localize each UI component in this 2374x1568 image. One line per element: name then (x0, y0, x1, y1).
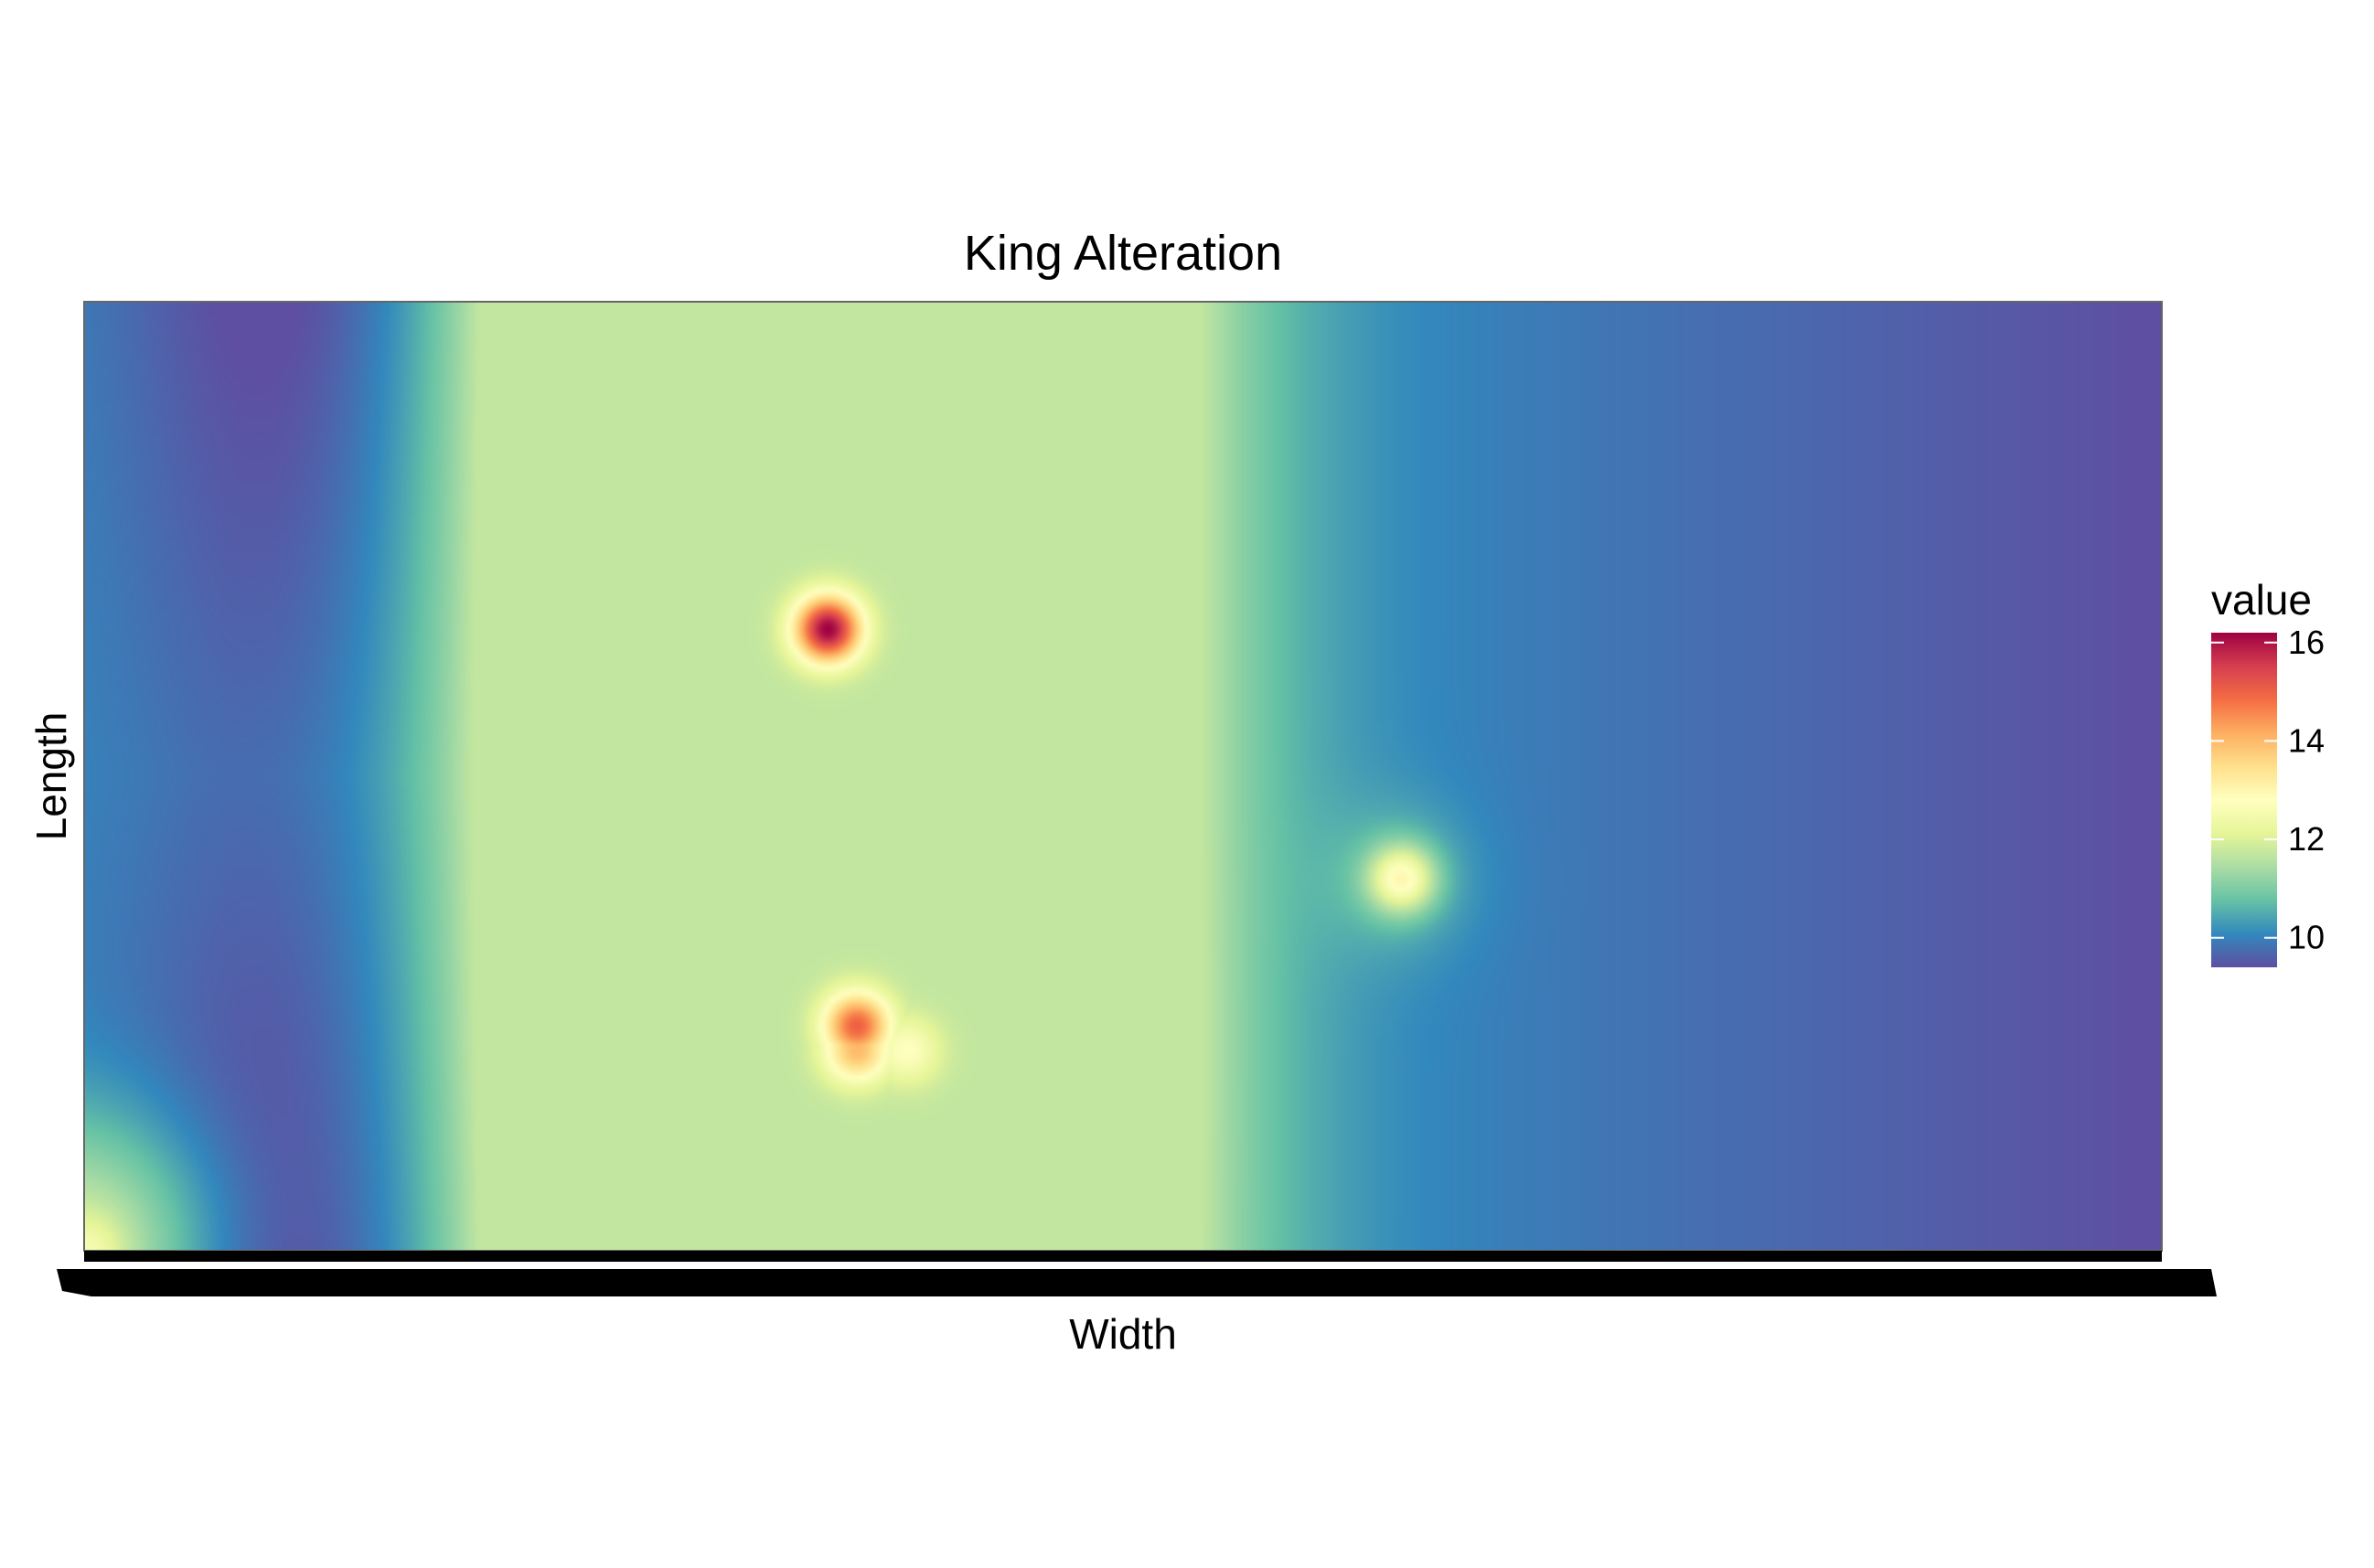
legend-title: value (2211, 576, 2312, 624)
y-axis-label: Length (27, 712, 75, 841)
x-axis-label: Width (1069, 1310, 1177, 1358)
legend-tick-label: 10 (2288, 919, 2325, 956)
legend: value 10 12 14 16 (2211, 576, 2325, 967)
x-axis-tick-labels-block (57, 1269, 2217, 1296)
legend-tick-label: 14 (2288, 721, 2325, 759)
chart-title: King Alteration (964, 226, 1282, 281)
legend-colorbar (2211, 633, 2277, 967)
heatmap-raster (84, 302, 2162, 1251)
plot-area (83, 301, 2163, 1252)
x-axis (57, 1251, 2217, 1296)
legend-tick-label: 16 (2288, 624, 2325, 661)
x-axis-tick-labels-overlap (84, 1251, 2162, 1262)
legend-tick-label: 12 (2288, 820, 2325, 858)
legend-ticks: 10 12 14 16 (2211, 624, 2325, 956)
